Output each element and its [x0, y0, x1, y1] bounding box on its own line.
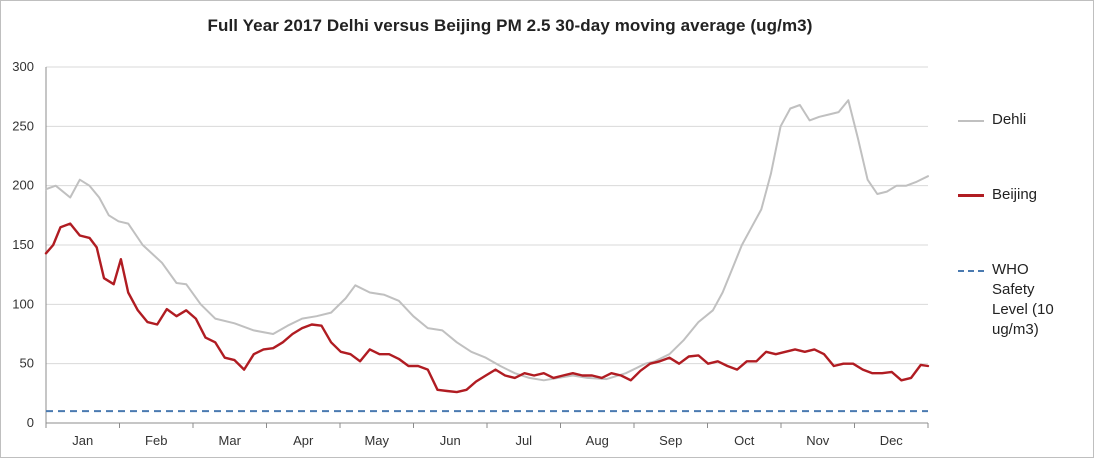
series-line-beijing — [44, 222, 930, 394]
x-tick-label-jul: Jul — [515, 433, 532, 448]
x-tick-label-jun: Jun — [440, 433, 461, 448]
x-tick-label-sep: Sep — [659, 433, 682, 448]
legend-label-who: WHO Safety Level (10 ug/m3) — [992, 261, 1054, 338]
y-tick-label-200: 200 — [12, 178, 34, 193]
series-line-dehli — [45, 99, 929, 382]
legend-label-dehli: Dehli — [992, 111, 1027, 128]
x-tick-label-oct: Oct — [734, 433, 755, 448]
y-tick-label-250: 250 — [12, 118, 34, 133]
x-tick-label-feb: Feb — [145, 433, 167, 448]
legend-swatch-dehli — [958, 120, 984, 122]
x-tick-label-jan: Jan — [72, 433, 93, 448]
y-tick-label-300: 300 — [12, 59, 34, 74]
y-tick-label-150: 150 — [12, 237, 34, 252]
x-tick-label-dec: Dec — [880, 433, 904, 448]
y-tick-label-100: 100 — [12, 296, 34, 311]
legend-swatch-who — [958, 270, 984, 272]
x-tick-label-may: May — [364, 433, 389, 448]
y-tick-label-50: 50 — [20, 356, 34, 371]
legend-label-beijing: Beijing — [992, 186, 1038, 203]
x-tick-label-aug: Aug — [586, 433, 609, 448]
y-tick-label-0: 0 — [27, 415, 34, 430]
x-tick-label-nov: Nov — [806, 433, 830, 448]
legend-swatch-beijing — [958, 194, 984, 197]
x-tick-label-apr: Apr — [293, 433, 314, 448]
chart-title: Full Year 2017 Delhi versus Beijing PM 2… — [207, 16, 813, 35]
x-tick-label-mar: Mar — [219, 433, 242, 448]
